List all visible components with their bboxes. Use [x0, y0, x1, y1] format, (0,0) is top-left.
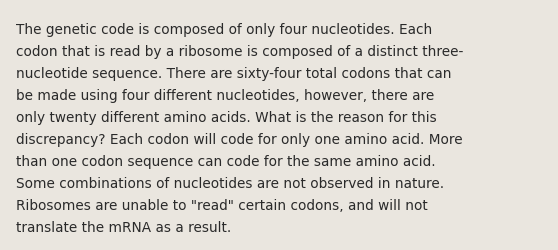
- Text: Ribosomes are unable to "read" certain codons, and will not: Ribosomes are unable to "read" certain c…: [16, 198, 427, 212]
- Text: discrepancy? Each codon will code for only one amino acid. More: discrepancy? Each codon will code for on…: [16, 132, 462, 146]
- Text: than one codon sequence can code for the same amino acid.: than one codon sequence can code for the…: [16, 154, 435, 168]
- Text: codon that is read by a ribosome is composed of a distinct three-: codon that is read by a ribosome is comp…: [16, 44, 463, 59]
- Text: be made using four different nucleotides, however, there are: be made using four different nucleotides…: [16, 88, 434, 102]
- Text: only twenty different amino acids. What is the reason for this: only twenty different amino acids. What …: [16, 110, 436, 124]
- Text: translate the mRNA as a result.: translate the mRNA as a result.: [16, 220, 231, 234]
- Text: The genetic code is composed of only four nucleotides. Each: The genetic code is composed of only fou…: [16, 22, 432, 36]
- Text: nucleotide sequence. There are sixty-four total codons that can: nucleotide sequence. There are sixty-fou…: [16, 66, 451, 80]
- Text: Some combinations of nucleotides are not observed in nature.: Some combinations of nucleotides are not…: [16, 176, 444, 190]
